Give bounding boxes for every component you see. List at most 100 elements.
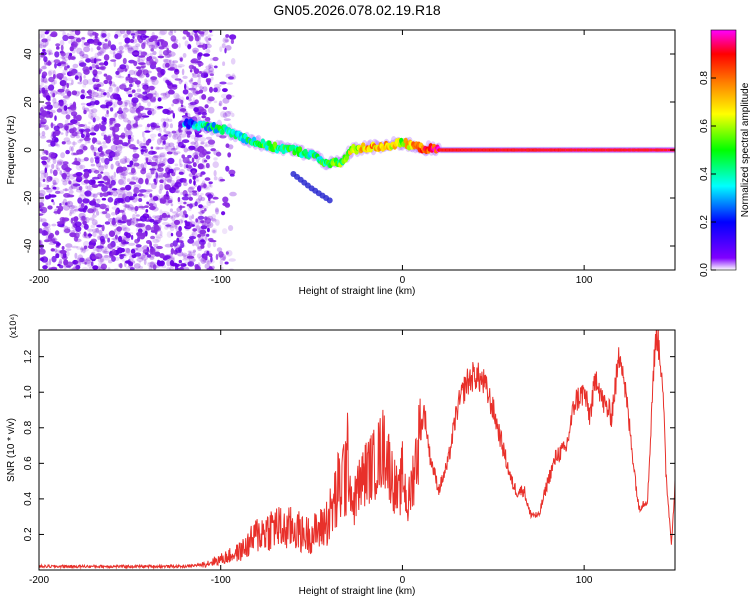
noise-blob <box>69 67 77 74</box>
noise-blob <box>172 60 179 64</box>
noise-blob <box>165 200 170 206</box>
noise-blob <box>95 157 100 164</box>
noise-blob <box>90 115 94 121</box>
colorbar-tick-label: 0.6 <box>699 119 710 133</box>
noise-blob <box>185 129 192 135</box>
noise-blob <box>83 46 91 53</box>
noise-blob <box>161 146 169 150</box>
noise-blob <box>69 173 76 180</box>
noise-blob <box>66 65 70 69</box>
noise-blob <box>147 110 153 116</box>
noise-blob <box>171 84 178 88</box>
noise-blob <box>198 71 202 74</box>
noise-blob <box>150 122 157 128</box>
noise-blob <box>98 165 105 172</box>
noise-blob <box>124 31 131 36</box>
noise-blob <box>39 68 43 72</box>
noise-blob <box>208 67 215 73</box>
noise-blob <box>81 42 88 49</box>
ridge-core-segment <box>576 149 580 151</box>
noise-blob <box>169 180 175 185</box>
noise-blob <box>186 134 191 138</box>
noise-blob <box>171 74 179 79</box>
noise-blob <box>172 38 179 42</box>
noise-blob <box>168 66 176 71</box>
noise-blob <box>69 219 75 223</box>
noise-blob <box>145 58 152 66</box>
noise-blob <box>127 206 132 209</box>
noise-blob <box>194 190 200 197</box>
noise-blob <box>222 112 228 119</box>
noise-blob <box>50 140 56 147</box>
noise-blob <box>215 208 219 215</box>
noise-blob <box>65 114 71 120</box>
noise-blob <box>58 258 63 264</box>
noise-blob <box>163 140 166 145</box>
noise-blob <box>83 245 88 250</box>
noise-blob <box>198 230 205 234</box>
noise-blob <box>167 212 170 218</box>
noise-blob <box>46 61 52 66</box>
noise-blob <box>173 152 179 156</box>
noise-blob <box>89 41 96 45</box>
ridge-core-segment <box>511 149 515 151</box>
noise-blob <box>91 205 95 210</box>
noise-blob <box>166 81 172 86</box>
noise-blob <box>73 264 80 270</box>
noise-blob <box>165 190 169 197</box>
noise-blob <box>108 85 112 90</box>
noise-blob <box>193 249 196 253</box>
noise-blob <box>72 140 76 147</box>
noise-blob <box>127 73 131 78</box>
noise-blob <box>124 37 131 44</box>
noise-blob <box>100 144 108 149</box>
x-tick-label: 100 <box>576 275 593 286</box>
noise-blob <box>67 106 72 110</box>
noise-blob <box>118 113 125 120</box>
noise-blob <box>71 90 78 96</box>
noise-blob <box>120 67 128 73</box>
noise-blob <box>104 99 113 103</box>
noise-blob <box>197 145 205 153</box>
noise-blob <box>94 32 99 37</box>
noise-blob <box>199 184 204 188</box>
noise-blob <box>135 244 142 248</box>
noise-blob <box>79 52 85 57</box>
noise-blob <box>66 90 72 97</box>
noise-blob <box>104 151 108 157</box>
noise-blob <box>129 83 133 88</box>
y-tick-label: -40 <box>23 238 34 253</box>
noise-blob <box>40 172 47 179</box>
noise-blob <box>43 226 51 232</box>
noise-blob <box>113 119 117 125</box>
noise-blob <box>197 133 204 138</box>
noise-blob <box>168 142 175 147</box>
noise-blob <box>98 229 103 236</box>
noise-blob <box>152 264 157 270</box>
noise-blob <box>139 41 145 45</box>
noise-blob <box>114 123 121 128</box>
noise-blob <box>156 92 159 99</box>
noise-blob <box>189 69 193 73</box>
noise-blob <box>166 171 171 175</box>
noise-blob <box>82 66 90 73</box>
noise-blob <box>194 136 199 143</box>
noise-blob <box>163 121 167 128</box>
noise-blob <box>219 81 227 85</box>
noise-blob <box>72 101 77 109</box>
noise-blob <box>103 92 107 96</box>
noise-blob <box>220 93 228 99</box>
noise-blob <box>202 43 207 50</box>
noise-blob <box>85 133 90 140</box>
noise-blob <box>97 267 100 270</box>
noise-blob <box>129 160 134 166</box>
noise-blob <box>212 241 217 248</box>
noise-blob <box>97 41 102 46</box>
noise-blob <box>44 231 49 236</box>
noise-blob <box>188 196 193 201</box>
noise-blob <box>191 214 195 220</box>
noise-blob <box>65 130 69 137</box>
noise-blob <box>215 134 223 138</box>
noise-blob <box>124 156 128 163</box>
